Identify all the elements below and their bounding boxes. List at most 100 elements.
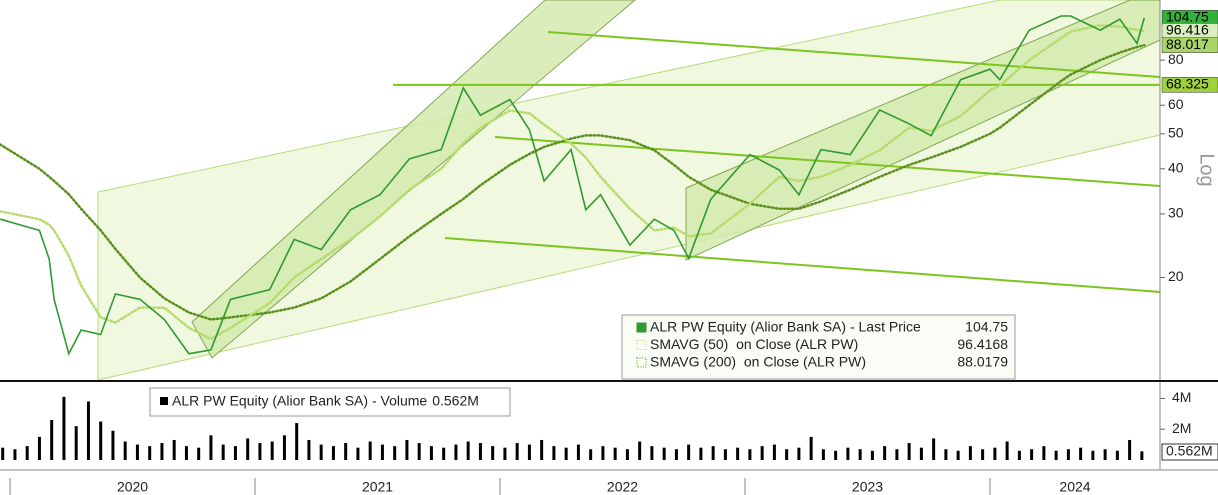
volume-bar (1030, 449, 1034, 460)
legend-label: SMAVG (200) on Close (ALR PW) (650, 354, 866, 370)
volume-bar (503, 447, 507, 460)
legend-value: 0.562M (432, 393, 479, 409)
volume-bar (834, 450, 838, 460)
volume-bar (1005, 441, 1009, 460)
volume-bar (821, 449, 825, 460)
volume-bar (111, 430, 115, 460)
volume-bar (613, 447, 617, 460)
volume-bar (184, 446, 188, 460)
trend-line (494, 136, 1161, 187)
volume-bar (86, 401, 90, 460)
volume-bar (760, 446, 764, 460)
volume-bar (527, 444, 531, 460)
volume-bar (491, 446, 495, 460)
volume-bar (295, 423, 299, 460)
volume-bar (1054, 450, 1058, 460)
volume-bar (932, 438, 936, 460)
volume-bar (625, 449, 629, 460)
volume-bar (711, 446, 715, 460)
volume-bar (723, 449, 727, 460)
legend-label: ALR PW Equity (Alior Bank SA) - Volume (172, 393, 427, 409)
volume-bar (674, 449, 678, 460)
price-tag (1161, 77, 1218, 93)
volume-bar (417, 443, 421, 460)
volume-bar (870, 450, 874, 460)
volume-bar (454, 444, 458, 460)
volume-bar (552, 446, 556, 460)
y-tick-label: 30 (1168, 205, 1184, 221)
volume-bar (1, 447, 5, 460)
y-tick-label: 4M (1172, 389, 1191, 405)
volume-bar (307, 439, 311, 460)
volume-bar (564, 447, 568, 460)
volume-bar (1042, 446, 1046, 460)
y-tick-label: 80 (1168, 51, 1184, 67)
legend-label: SMAVG (50) on Close (ALR PW) (650, 336, 858, 352)
volume-bar (1091, 450, 1095, 460)
volume-bar (233, 446, 237, 460)
volume-bar (883, 446, 887, 460)
legend-box (621, 314, 1016, 380)
volume-bar (282, 435, 286, 460)
legend-swatch (160, 397, 168, 405)
volume-bar (160, 443, 164, 460)
volume-bar (687, 444, 691, 460)
volume-bar (356, 447, 360, 460)
series-line (0, 43, 1146, 321)
volume-bar (99, 421, 103, 460)
volume-bar (589, 449, 593, 460)
volume-bar (50, 419, 54, 460)
volume-bar (319, 444, 323, 460)
volume-bar (895, 449, 899, 460)
volume-bar (956, 450, 960, 460)
volume-bar (981, 449, 985, 460)
series-line (0, 15, 1146, 356)
volume-bar (944, 449, 948, 460)
legend-value: 88.0179 (957, 354, 1008, 370)
x-tick-label: 2024 (1059, 479, 1090, 495)
y-tick-label: 2M (1172, 420, 1191, 436)
volume-bar (1079, 447, 1083, 460)
volume-bar (772, 444, 776, 460)
volume-bar (135, 444, 139, 460)
volume-bar (172, 439, 176, 460)
price-tag-label: 96.416 (1166, 22, 1209, 38)
volume-bar (1017, 450, 1021, 460)
channel-2020 (191, 0, 636, 359)
series-line (0, 23, 1146, 341)
volume-bar (601, 446, 605, 460)
volume-bar (919, 447, 923, 460)
y-tick-label: 20 (1168, 268, 1184, 284)
x-tick-label: 2023 (852, 479, 883, 495)
volume-bar (846, 447, 850, 460)
volume-bar (429, 446, 433, 460)
volume-bar (344, 443, 348, 460)
volume-bar (37, 436, 41, 460)
volume-bar (1103, 449, 1107, 460)
volume-bar (809, 436, 813, 460)
data-layer: 203040506080104.7596.41688.01768.3252M4M… (0, 9, 1218, 495)
volume-bar (258, 443, 262, 460)
legend-value: 96.4168 (957, 336, 1008, 352)
volume-bar (736, 447, 740, 460)
volume-bar (699, 447, 703, 460)
volume-bar (393, 446, 397, 460)
volume-bar (1128, 439, 1132, 460)
legend-value: 104.75 (965, 319, 1008, 335)
volume-tag-label: 0.562M (1166, 443, 1213, 459)
volume-bar (1140, 451, 1144, 460)
trend-line (444, 237, 1161, 293)
y-tick-label: 40 (1168, 160, 1184, 176)
volume-bar (380, 444, 384, 460)
y-tick-label: 50 (1168, 125, 1184, 141)
volume-bar (209, 435, 213, 460)
volume-bar (270, 441, 274, 460)
x-tick-label: 2022 (607, 479, 638, 495)
volume-bar (907, 443, 911, 460)
legend: ALR PW Equity (Alior Bank SA) - Last Pri… (149, 314, 1016, 417)
volume-bar (221, 444, 225, 460)
volume-bar (662, 447, 666, 460)
volume-bar (148, 446, 152, 460)
volume-bar (13, 449, 17, 460)
